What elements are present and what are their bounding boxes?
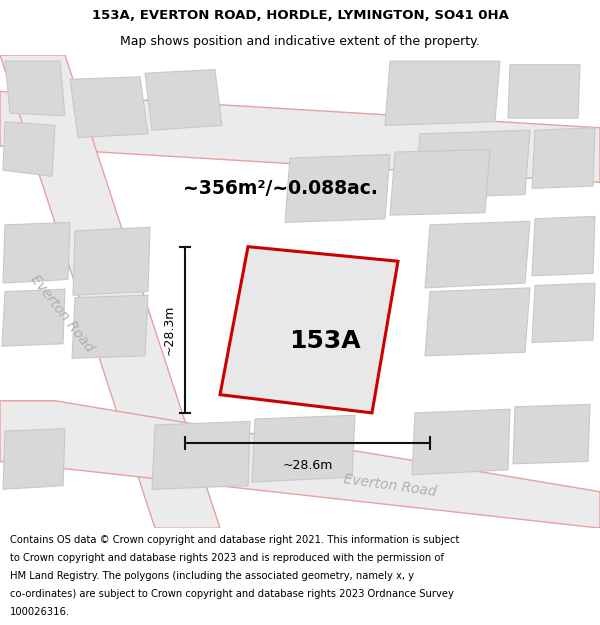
Polygon shape <box>3 429 65 489</box>
Text: 100026316.: 100026316. <box>10 607 70 617</box>
Polygon shape <box>508 65 580 118</box>
Polygon shape <box>412 409 510 475</box>
Text: Map shows position and indicative extent of the property.: Map shows position and indicative extent… <box>120 35 480 48</box>
Text: HM Land Registry. The polygons (including the associated geometry, namely x, y: HM Land Registry. The polygons (includin… <box>10 571 413 581</box>
Text: Everton Road: Everton Road <box>28 272 97 354</box>
Polygon shape <box>532 283 595 342</box>
Polygon shape <box>285 154 390 222</box>
Text: Contains OS data © Crown copyright and database right 2021. This information is : Contains OS data © Crown copyright and d… <box>10 535 459 545</box>
Text: 153A, EVERTON ROAD, HORDLE, LYMINGTON, SO41 0HA: 153A, EVERTON ROAD, HORDLE, LYMINGTON, S… <box>92 9 508 22</box>
Polygon shape <box>385 61 500 126</box>
Text: to Crown copyright and database rights 2023 and is reproduced with the permissio: to Crown copyright and database rights 2… <box>10 553 443 563</box>
Text: 153A: 153A <box>289 329 361 353</box>
Text: ~28.6m: ~28.6m <box>283 459 332 471</box>
Polygon shape <box>73 228 150 295</box>
Text: Everton Road: Everton Road <box>343 472 437 499</box>
Polygon shape <box>0 401 600 528</box>
Polygon shape <box>5 61 65 116</box>
Polygon shape <box>0 55 220 528</box>
Polygon shape <box>390 149 490 215</box>
Text: ~28.3m: ~28.3m <box>163 304 176 355</box>
Polygon shape <box>532 216 595 276</box>
Polygon shape <box>425 288 530 356</box>
Polygon shape <box>0 91 600 182</box>
Polygon shape <box>3 222 70 283</box>
Polygon shape <box>152 421 250 489</box>
Text: co-ordinates) are subject to Crown copyright and database rights 2023 Ordnance S: co-ordinates) are subject to Crown copyr… <box>10 589 454 599</box>
Polygon shape <box>3 122 55 176</box>
Polygon shape <box>252 415 355 482</box>
Polygon shape <box>532 127 595 189</box>
Polygon shape <box>513 404 590 464</box>
Polygon shape <box>72 295 148 358</box>
Polygon shape <box>2 289 65 346</box>
Polygon shape <box>425 221 530 288</box>
Polygon shape <box>415 130 530 198</box>
Text: ~356m²/~0.088ac.: ~356m²/~0.088ac. <box>182 179 377 198</box>
Polygon shape <box>145 69 222 130</box>
Polygon shape <box>220 247 398 413</box>
Polygon shape <box>70 77 148 138</box>
